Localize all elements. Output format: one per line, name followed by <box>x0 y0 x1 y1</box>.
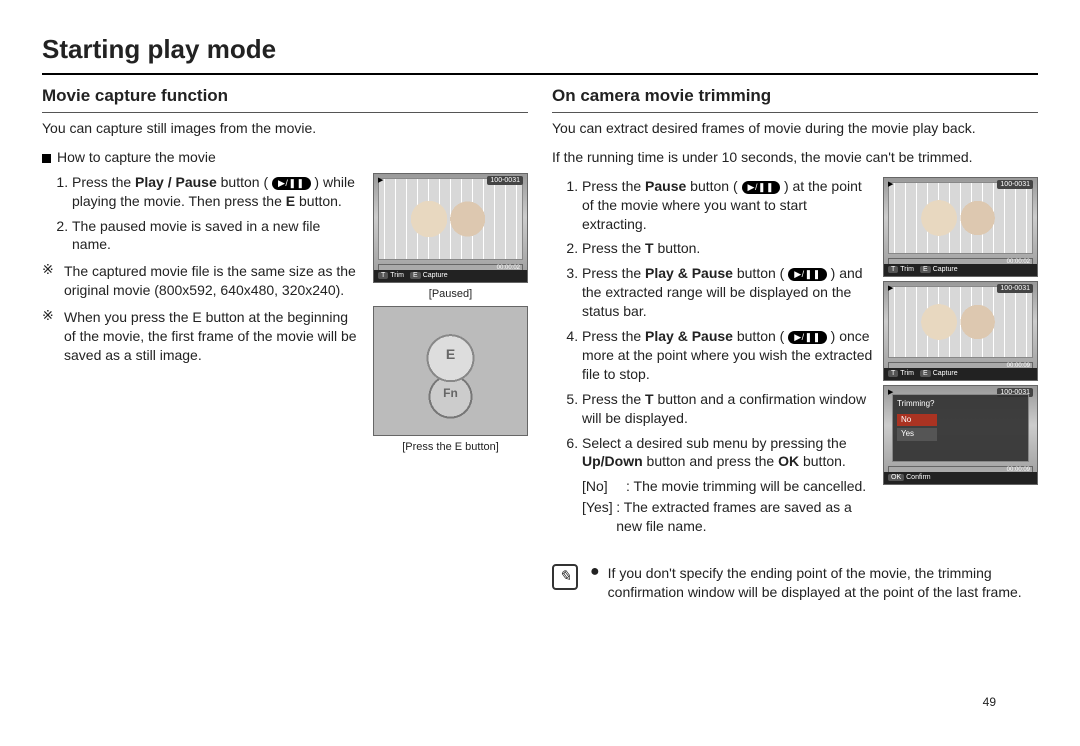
square-bullet-icon <box>42 154 51 163</box>
play-icon: ▶ <box>888 180 893 189</box>
right-step-4: Press the Play & Pause button ( ▶/❚❚ ) o… <box>582 327 873 384</box>
note-2: ※ When you press the E button at the beg… <box>42 308 363 365</box>
right-intro1: You can extract desired frames of movie … <box>552 119 1038 138</box>
caption-e-button: [Press the E button] <box>402 440 499 455</box>
info-note: ✎ ● If you don't specify the ending poin… <box>552 564 1038 602</box>
right-step-5: Press the T button and a confirmation wi… <box>582 390 873 428</box>
section-title-left: Movie capture function <box>42 85 528 113</box>
left-steps: Press the Play / Pause button ( ▶/❚❚ ) w… <box>42 173 363 255</box>
play-icon: ▶ <box>888 284 893 293</box>
screenshot-paused: ▶100-0031 00:00:02 TTrim ECapture <box>373 173 528 283</box>
bullet-icon: ● <box>590 564 600 602</box>
page-title: Starting play mode <box>42 32 1038 75</box>
e-button-illustration <box>373 306 528 436</box>
section-title-right: On camera movie trimming <box>552 85 1038 113</box>
right-step-3: Press the Play & Pause button ( ▶/❚❚ ) a… <box>582 264 873 321</box>
play-pause-icon: ▶/❚❚ <box>742 181 781 194</box>
left-column: Movie capture function You can capture s… <box>42 85 528 602</box>
note-1: ※ The captured movie file is the same si… <box>42 262 363 300</box>
left-step-1: Press the Play / Pause button ( ▶/❚❚ ) w… <box>72 173 363 211</box>
left-step-2: The paused movie is saved in a new file … <box>72 217 363 255</box>
option-no: [No] : The movie trimming will be cancel… <box>582 477 873 496</box>
screenshot-trim-2: ▶100-0031 00:00:09 TTrim ECapture <box>883 281 1038 381</box>
right-column: On camera movie trimming You can extract… <box>552 85 1038 602</box>
play-pause-icon: ▶/❚❚ <box>788 268 827 281</box>
reference-icon: ※ <box>42 308 56 365</box>
right-step-1: Press the Pause button ( ▶/❚❚ ) at the p… <box>582 177 873 234</box>
left-intro: You can capture still images from the mo… <box>42 119 528 138</box>
note-icon: ✎ <box>552 564 578 590</box>
right-step-6: Select a desired sub menu by pressing th… <box>582 434 873 472</box>
howto-heading: How to capture the movie <box>42 148 528 167</box>
option-yes: [Yes] : The extracted frames are saved a… <box>582 498 873 536</box>
right-step-2: Press the T button. <box>582 239 873 258</box>
play-pause-icon: ▶/❚❚ <box>788 331 827 344</box>
screenshot-trim-confirm: ▶100-0031 Trimming? No Yes 00:00:09 OKCo… <box>883 385 1038 485</box>
page-number: 49 <box>983 694 996 710</box>
caption-paused: [Paused] <box>429 287 472 302</box>
right-steps: Press the Pause button ( ▶/❚❚ ) at the p… <box>552 177 873 471</box>
right-intro2: If the running time is under 10 seconds,… <box>552 148 1038 167</box>
howto-heading-text: How to capture the movie <box>57 148 216 167</box>
info-note-text: If you don't specify the ending point of… <box>608 564 1038 602</box>
screenshot-trim-1: ▶100-0031 00:00:02 TTrim ECapture <box>883 177 1038 277</box>
reference-icon: ※ <box>42 262 56 300</box>
play-icon: ▶ <box>378 176 383 185</box>
play-pause-icon: ▶/❚❚ <box>272 177 311 190</box>
